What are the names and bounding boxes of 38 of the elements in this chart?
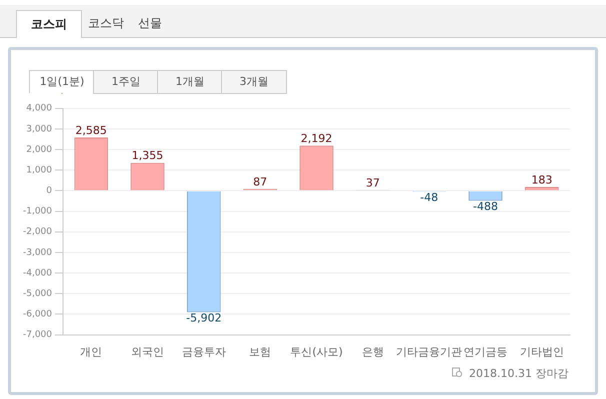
x-tick-label: 연기금등 bbox=[464, 345, 508, 358]
x-tick-label: 금융투자 bbox=[182, 345, 226, 358]
x-tick-label: 기타금융기관 bbox=[396, 345, 462, 358]
data-label: -488 bbox=[473, 200, 498, 214]
data-label: 37 bbox=[366, 176, 380, 190]
y-tick-label: -6,000 bbox=[22, 310, 52, 320]
x-tick-label: 기타법인 bbox=[520, 345, 564, 358]
y-tick-label: -4,000 bbox=[22, 268, 52, 278]
y-tick-label: -7,000 bbox=[22, 330, 52, 340]
y-tick-label: -5,000 bbox=[22, 288, 52, 299]
text: 코스닥 bbox=[88, 15, 124, 32]
y-tick-label: -2,000 bbox=[22, 227, 52, 238]
text: 선물 bbox=[138, 15, 162, 32]
y-tick-label: 4,000 bbox=[26, 104, 52, 114]
y-tick-label: 2,000 bbox=[26, 144, 52, 155]
text: 1주일 bbox=[93, 70, 159, 94]
y-tick-label: -1,000 bbox=[22, 206, 52, 217]
data-label: 1,355 bbox=[132, 149, 164, 162]
data-label: 2,192 bbox=[300, 132, 332, 145]
text: 3개월 bbox=[221, 70, 287, 94]
x-tick-label: 외국인 bbox=[131, 345, 164, 358]
x-tick-label: 개인 bbox=[80, 345, 102, 358]
data-label: 183 bbox=[531, 173, 552, 186]
x-tick-label: 투신(사모) bbox=[290, 345, 343, 358]
text: 2018.10.31 장마감 bbox=[469, 366, 568, 381]
x-tick-label: 보험 bbox=[249, 345, 272, 358]
y-tick-label: -3,000 bbox=[22, 248, 52, 258]
data-label: -5,902 bbox=[186, 312, 222, 325]
data-label: -48 bbox=[420, 191, 438, 204]
data-label: 87 bbox=[253, 175, 268, 188]
x-tick-label: 은행 bbox=[362, 345, 384, 358]
text: 1일(1분) bbox=[29, 70, 95, 93]
y-tick-label: 1,000 bbox=[26, 165, 52, 176]
y-tick-label: 3,000 bbox=[26, 124, 52, 134]
data-label: 2,585 bbox=[75, 124, 107, 137]
y-tick-label: 0 bbox=[46, 186, 52, 196]
text: 코스피 bbox=[16, 10, 82, 38]
text: 1개월 bbox=[157, 70, 223, 94]
